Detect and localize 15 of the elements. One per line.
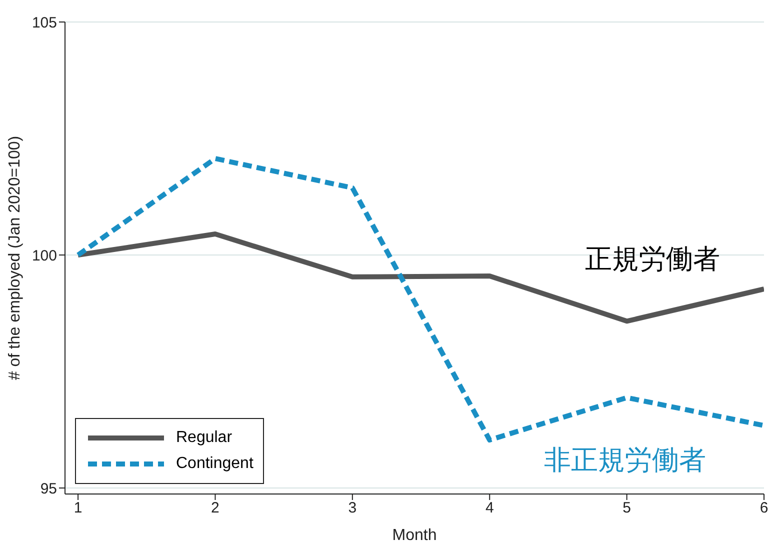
- annotation: 正規労働者: [585, 243, 720, 276]
- y-tick-label: 95: [40, 480, 57, 498]
- x-tick-label: 4: [485, 500, 494, 517]
- x-tick-label: 6: [760, 500, 768, 517]
- annotation: 非正規労働者: [544, 444, 706, 477]
- x-tick-label: 1: [74, 500, 82, 517]
- y-tick-label: 105: [32, 14, 57, 32]
- legend-label: Contingent: [176, 455, 254, 473]
- x-tick-label: 3: [348, 500, 357, 517]
- x-tick-label: 2: [211, 500, 220, 517]
- x-axis-title: Month: [392, 527, 437, 544]
- y-tick-label: 100: [32, 247, 57, 264]
- y-axis-title: # of the employed (Jan 2020=100): [6, 136, 24, 380]
- x-tick-label: 5: [622, 500, 631, 517]
- legend-label: Regular: [176, 429, 232, 447]
